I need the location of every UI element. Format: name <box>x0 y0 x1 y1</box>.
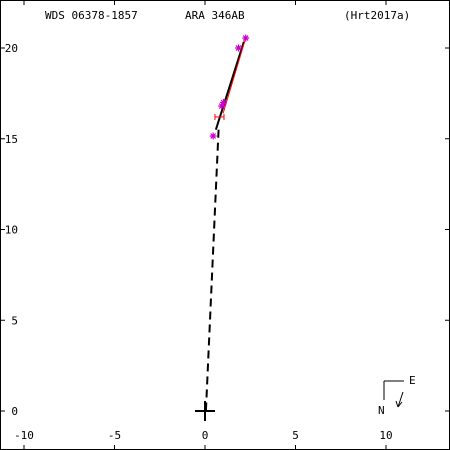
compass-arrowhead-right <box>397 401 403 408</box>
y-tick-label: 5 <box>11 314 18 327</box>
x-tick-label: -5 <box>108 429 121 442</box>
x-tick-label: 5 <box>292 429 299 442</box>
x-tick-label: 0 <box>202 429 209 442</box>
observation-point <box>218 102 226 110</box>
line-to-primary <box>204 129 220 412</box>
compass-east-label: E <box>409 374 416 387</box>
reference-label: (Hrt2017a) <box>344 9 411 22</box>
wds-id-label: WDS 06378-1857 <box>45 9 138 22</box>
asterisk-stroke <box>218 103 225 109</box>
primary-star-marker <box>195 401 215 421</box>
residual-track <box>222 37 247 114</box>
y-tick-label: 10 <box>5 224 18 237</box>
marks-group <box>195 34 250 421</box>
compass-north-label: N <box>378 404 385 417</box>
observation-point <box>209 132 217 140</box>
discoverer-label: ARA 346AB <box>185 9 245 22</box>
y-tick-label: 15 <box>5 133 18 146</box>
asterisk-stroke <box>242 35 249 41</box>
compass-motion-arrow <box>397 391 404 408</box>
y-tick-label: 0 <box>11 405 18 418</box>
observation-point <box>234 44 242 52</box>
orbit-fit <box>214 41 245 130</box>
observation-point <box>242 34 250 42</box>
compass: NE <box>378 374 416 417</box>
y-tick-label: 20 <box>5 42 18 55</box>
x-tick-label: -10 <box>14 429 34 442</box>
asterisk-stroke <box>235 45 242 51</box>
asterisk-stroke <box>210 133 217 139</box>
compass-arrowhead-left <box>395 400 399 408</box>
x-tick-label: 10 <box>379 429 392 442</box>
